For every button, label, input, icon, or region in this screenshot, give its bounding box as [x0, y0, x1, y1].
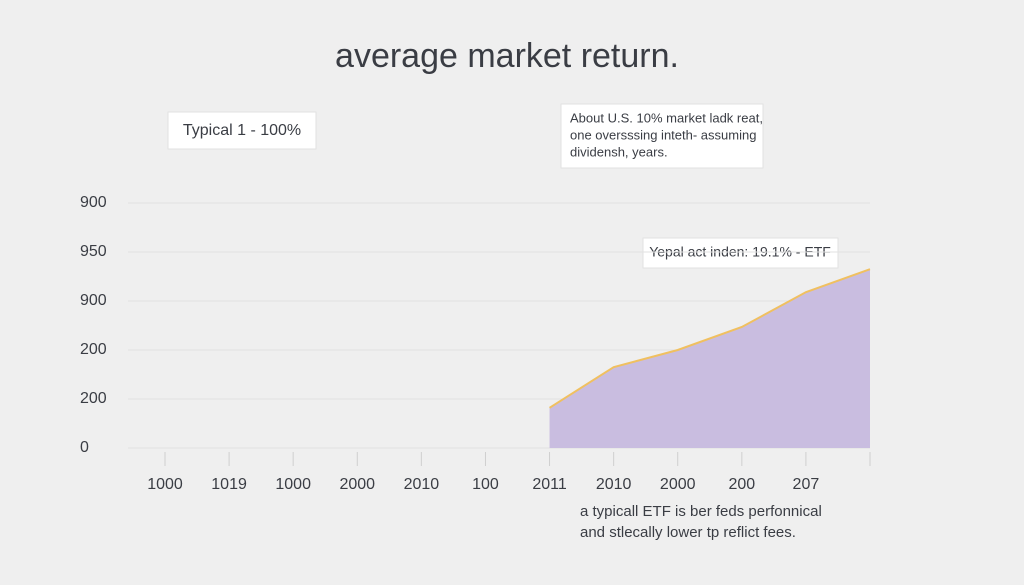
annotation: Typical 1 - 100% [183, 122, 301, 139]
annotation: one oversssing inteth- assuming [570, 127, 756, 142]
y-tick-label: 900 [80, 292, 107, 309]
chart-title: average market return. [335, 37, 679, 75]
annotation-box [560, 103, 764, 169]
x-tick-label: 2000 [660, 476, 696, 493]
y-tick-label: 200 [80, 390, 107, 407]
x-tick-label: 2011 [532, 476, 567, 493]
y-tick-label: 900 [80, 194, 107, 211]
x-tick-label: 1000 [275, 476, 311, 493]
x-tick-label: 200 [728, 476, 755, 493]
area-line [549, 268, 871, 409]
x-tick-label: 2010 [404, 476, 440, 493]
annotation-box [167, 111, 317, 150]
x-tick-label: 207 [793, 476, 820, 493]
x-tick-label: 2010 [596, 476, 632, 493]
annotation-box [642, 237, 839, 269]
y-tick-label: 200 [80, 341, 107, 358]
x-tick-label: 100 [472, 476, 499, 493]
footnote: a typicall ETF is ber feds perfonnical [580, 503, 822, 520]
footnote: and stlecally lower tp reflict fees. [580, 524, 796, 541]
annotation: dividensh, years. [570, 144, 668, 159]
annotation: About U.S. 10% market ladk reat, [570, 110, 763, 125]
y-tick-label: 950 [80, 243, 107, 260]
x-tick-label: 2000 [339, 476, 375, 493]
y-tick-label: 0 [80, 439, 89, 456]
x-tick-label: 1000 [147, 476, 183, 493]
area [549, 269, 870, 448]
x-tick-label: 1019 [211, 476, 247, 493]
